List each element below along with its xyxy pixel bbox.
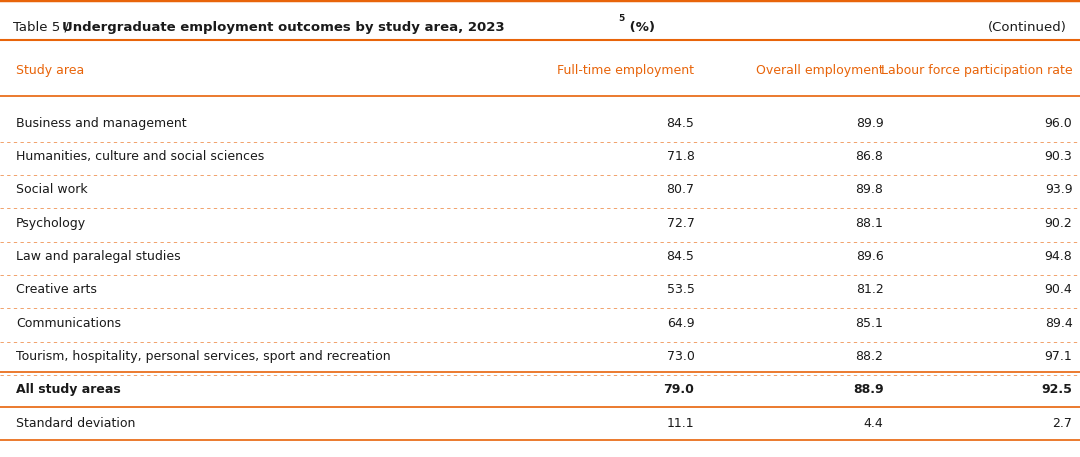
Text: 4.4: 4.4 [864, 417, 883, 430]
Text: 2.7: 2.7 [1053, 417, 1072, 430]
Text: 81.2: 81.2 [855, 283, 883, 296]
Text: Communications: Communications [16, 317, 121, 329]
Text: Creative arts: Creative arts [16, 283, 97, 296]
Text: (%): (%) [625, 21, 656, 33]
Text: Full-time employment: Full-time employment [557, 64, 694, 77]
Text: 5: 5 [618, 14, 624, 23]
Text: (Continued): (Continued) [988, 21, 1067, 33]
Text: Table 5 /: Table 5 / [13, 21, 73, 33]
Text: 72.7: 72.7 [666, 217, 694, 229]
Text: 64.9: 64.9 [666, 317, 694, 329]
Text: 11.1: 11.1 [666, 417, 694, 430]
Text: 93.9: 93.9 [1044, 183, 1072, 196]
Text: Social work: Social work [16, 183, 87, 196]
Text: 71.8: 71.8 [666, 150, 694, 163]
Text: 88.2: 88.2 [855, 350, 883, 363]
Text: 94.8: 94.8 [1044, 250, 1072, 263]
Text: Standard deviation: Standard deviation [16, 417, 136, 430]
Text: Labour force participation rate: Labour force participation rate [881, 64, 1072, 77]
Text: 84.5: 84.5 [666, 250, 694, 263]
Text: 97.1: 97.1 [1044, 350, 1072, 363]
Text: Psychology: Psychology [16, 217, 86, 229]
Text: 86.8: 86.8 [855, 150, 883, 163]
Text: Study area: Study area [16, 64, 84, 77]
Text: Undergraduate employment outcomes by study area, 2023: Undergraduate employment outcomes by stu… [62, 21, 504, 33]
Text: 89.4: 89.4 [1044, 317, 1072, 329]
Text: Humanities, culture and social sciences: Humanities, culture and social sciences [16, 150, 265, 163]
Text: 90.3: 90.3 [1044, 150, 1072, 163]
Text: All study areas: All study areas [16, 383, 121, 396]
Text: 80.7: 80.7 [666, 183, 694, 196]
Text: 88.1: 88.1 [855, 217, 883, 229]
Text: 89.8: 89.8 [855, 183, 883, 196]
Text: Overall employment: Overall employment [756, 64, 883, 77]
Text: 73.0: 73.0 [666, 350, 694, 363]
Text: 88.9: 88.9 [853, 383, 883, 396]
Text: 89.6: 89.6 [855, 250, 883, 263]
Text: 79.0: 79.0 [663, 383, 694, 396]
Text: 85.1: 85.1 [855, 317, 883, 329]
Text: Business and management: Business and management [16, 117, 187, 129]
Text: 53.5: 53.5 [666, 283, 694, 296]
Text: Tourism, hospitality, personal services, sport and recreation: Tourism, hospitality, personal services,… [16, 350, 391, 363]
Text: 90.4: 90.4 [1044, 283, 1072, 296]
Text: 89.9: 89.9 [855, 117, 883, 129]
Text: 84.5: 84.5 [666, 117, 694, 129]
Text: 92.5: 92.5 [1041, 383, 1072, 396]
Text: 96.0: 96.0 [1044, 117, 1072, 129]
Text: 90.2: 90.2 [1044, 217, 1072, 229]
Text: Law and paralegal studies: Law and paralegal studies [16, 250, 180, 263]
